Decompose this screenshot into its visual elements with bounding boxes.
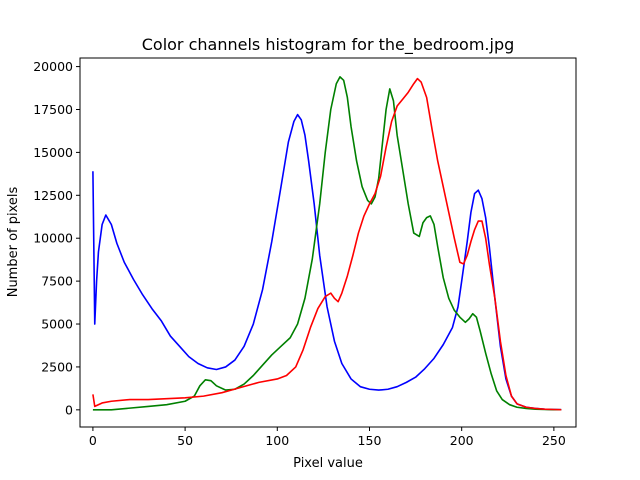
y-tick-label: 0 [65, 402, 73, 417]
y-axis-ticks: 0 2500 5000 7500 10000 12500 15000 17500 20000 [33, 59, 80, 417]
x-tick-label: 200 [450, 433, 474, 448]
x-tick-label: 250 [542, 433, 566, 448]
x-tick-label: 0 [89, 433, 97, 448]
y-tick-label: 7500 [41, 274, 73, 289]
y-axis-label: Number of pixels [6, 186, 21, 297]
series-line-2 [92, 77, 562, 411]
x-tick-label: 100 [265, 433, 289, 448]
axes-frame [79, 57, 577, 428]
series-line-0 [92, 113, 562, 411]
y-tick-label: 15000 [33, 145, 73, 160]
chart-title: Color channels histogram for the_bedroom… [142, 35, 515, 55]
x-tick-label: 50 [177, 433, 193, 448]
y-tick-label: 12500 [33, 188, 73, 203]
y-tick-label: 20000 [33, 59, 73, 74]
y-tick-label: 10000 [33, 231, 73, 246]
y-tick-label: 5000 [41, 317, 73, 332]
y-tick-label: 17500 [33, 102, 73, 117]
x-axis-ticks: 0 50 100 150 200 250 [89, 427, 566, 448]
y-tick-label: 2500 [41, 359, 73, 374]
x-axis-label: Pixel value [293, 456, 363, 471]
x-tick-label: 150 [358, 433, 382, 448]
plot-lines [92, 76, 562, 411]
